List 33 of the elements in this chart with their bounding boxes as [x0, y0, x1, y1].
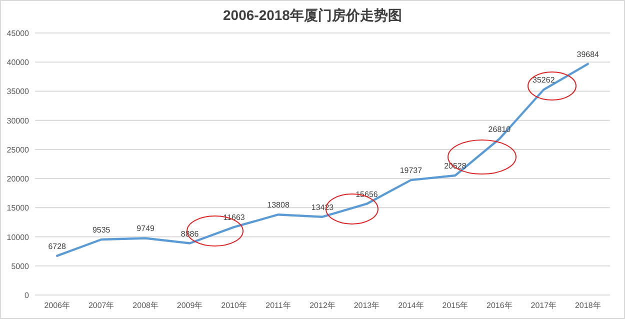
y-tick-label: 25000 [6, 145, 30, 154]
data-label: 6728 [48, 242, 67, 251]
x-tick-label: 2009年 [176, 301, 203, 310]
x-tick-label: 2006年 [44, 301, 70, 310]
x-tick-label: 2018年 [574, 301, 601, 310]
y-tick-label: 45000 [6, 29, 30, 38]
x-tick-label: 2017年 [530, 301, 557, 310]
x-tick-label: 2007年 [88, 301, 114, 310]
x-tick-label: 2008年 [132, 301, 158, 310]
y-tick-label: 10000 [6, 232, 30, 242]
y-tick-label: 5000 [11, 262, 30, 271]
x-tick-label: 2014年 [398, 301, 424, 310]
data-label: 13808 [267, 200, 290, 210]
x-tick-label: 2016年 [486, 301, 512, 310]
data-label: 9535 [92, 225, 111, 234]
x-tick-label: 2013年 [354, 301, 380, 310]
y-tick-label: 15000 [6, 204, 30, 213]
y-tick-label: 20000 [6, 174, 30, 184]
data-label: 39684 [576, 50, 600, 59]
y-tick-label: 0 [24, 291, 30, 300]
data-label: 11663 [223, 213, 246, 222]
x-tick-label: 2011年 [266, 301, 291, 310]
data-label: 19737 [400, 166, 423, 176]
data-label: 35262 [532, 76, 556, 85]
data-label: 15656 [356, 190, 378, 199]
x-tick-label: 2010年 [221, 301, 247, 310]
x-tick-label: 2012年 [310, 301, 336, 310]
y-tick-label: 35000 [6, 87, 30, 96]
data-label: 9749 [136, 224, 156, 234]
chart-title: 2006-2018年厦门房价走势图 [223, 7, 402, 23]
x-tick-label: 2015年 [442, 301, 468, 310]
y-tick-label: 30000 [6, 116, 30, 126]
y-tick-label: 40000 [6, 58, 30, 68]
